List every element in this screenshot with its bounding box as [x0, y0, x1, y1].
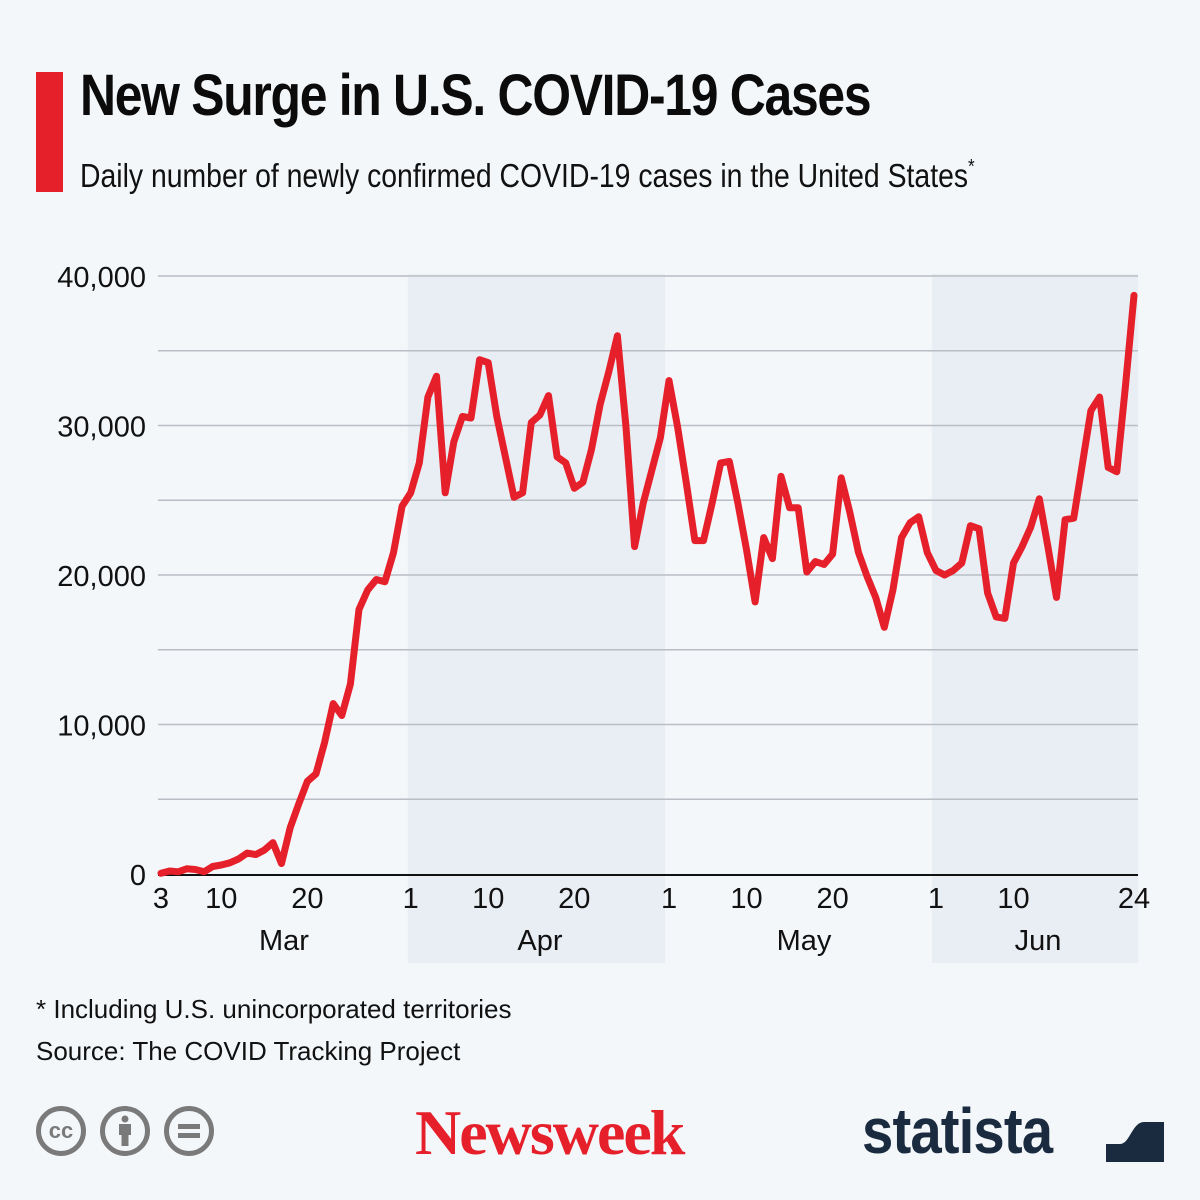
month-shade-apr: [407, 274, 666, 963]
x-tick-label: 1: [403, 883, 419, 915]
source-note: Source: The COVID Tracking Project: [36, 1036, 461, 1066]
equals-glyph: [178, 1124, 200, 1138]
x-tick-label: 20: [558, 883, 590, 915]
y-tick-label: 10,000: [57, 711, 146, 743]
x-tick-label: 24: [1118, 883, 1150, 915]
footnote-territories: * Including U.S. unincorporated territor…: [36, 994, 512, 1024]
y-tick-label: 20,000: [57, 561, 146, 593]
x-axis-ticks: 3 10 20 1 10 20 1 10 20 1 10 24: [153, 883, 1150, 915]
cc-icon[interactable]: cc: [36, 1106, 86, 1156]
series-line-daily-cases: [157, 291, 1138, 877]
chart-subtitle: Daily number of newly confirmed COVID-19…: [80, 156, 975, 195]
x-tick-label: 10: [730, 883, 762, 915]
y-tick-label: 0: [130, 860, 146, 892]
statista-logo[interactable]: statista: [862, 1095, 1053, 1167]
month-shade-jun: [931, 274, 1138, 963]
newsweek-logo[interactable]: Newsweek: [415, 1097, 685, 1168]
person-glyph: [119, 1115, 131, 1146]
statista-mark-icon: [1106, 1104, 1164, 1162]
x-tick-label: 10: [205, 883, 237, 915]
chart-title: New Surge in U.S. COVID-19 Cases: [80, 63, 872, 128]
y-tick-label: 40,000: [57, 262, 146, 294]
line-chart: 0 10,000 20,000 30,000 40,000 3 10 20 1 10 20 1 10 2…: [57, 262, 1150, 963]
x-tick-label: 10: [997, 883, 1029, 915]
x-tick-label: 3: [153, 883, 169, 915]
y-axis-ticks: 0 10,000 20,000 30,000 40,000: [57, 262, 146, 892]
month-label-may: May: [777, 925, 832, 957]
gridlines-group: [158, 275, 1138, 800]
subtitle-footnote-marker: *: [968, 156, 975, 178]
x-tick-label: 1: [661, 883, 677, 915]
y-tick-label: 30,000: [57, 412, 146, 444]
attribution-icon[interactable]: [100, 1106, 150, 1156]
subtitle-text: Daily number of newly confirmed COVID-19…: [80, 157, 969, 194]
x-axis-months: Mar Apr May Jun: [259, 925, 1061, 957]
month-label-mar: Mar: [259, 925, 309, 957]
month-shading-group: [407, 274, 1138, 963]
x-tick-label: 1: [928, 883, 944, 915]
title-accent-bar: [36, 72, 63, 192]
x-tick-label: 20: [291, 883, 323, 915]
month-label-apr: Apr: [517, 925, 562, 957]
license-icons: cc: [36, 1106, 214, 1156]
month-label-jun: Jun: [1015, 925, 1062, 957]
no-derivatives-icon[interactable]: [164, 1106, 214, 1156]
x-tick-label: 20: [816, 883, 848, 915]
cc-glyph: cc: [48, 1118, 74, 1143]
x-tick-label: 10: [472, 883, 504, 915]
